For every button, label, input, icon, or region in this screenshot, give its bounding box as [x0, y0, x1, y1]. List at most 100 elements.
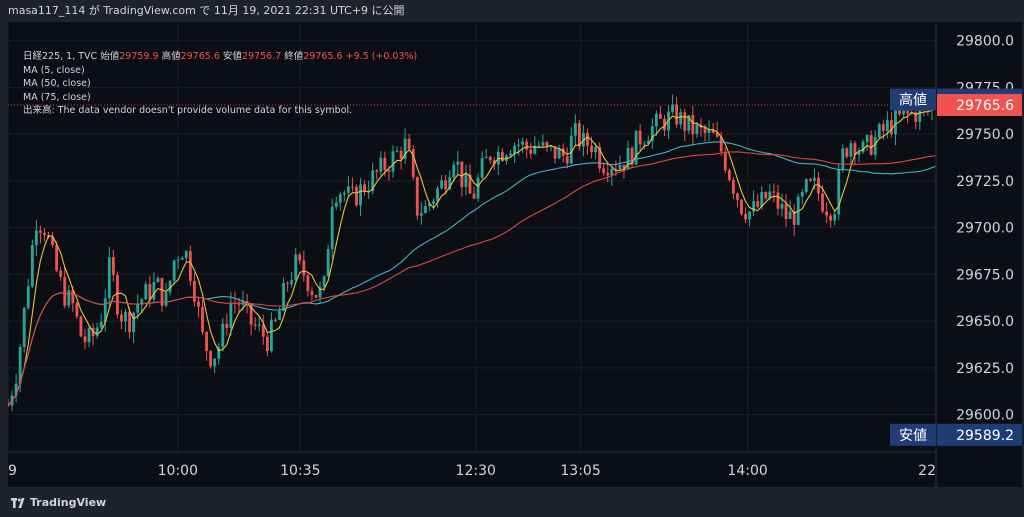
candle-body — [881, 124, 885, 131]
candle-body — [419, 212, 423, 216]
candle-body — [630, 148, 634, 165]
candle-body — [517, 144, 521, 146]
candle-body — [533, 145, 537, 154]
candle-body — [468, 174, 472, 194]
candle-body — [565, 156, 569, 164]
time-tick-label: 14:00 — [727, 463, 767, 479]
candle-body — [898, 110, 901, 115]
legend-ohlc: 日経225, 1, TVC 始値29759.9 高値29765.6 安値2975… — [23, 50, 417, 64]
candle-body — [545, 142, 549, 147]
candle-body — [51, 236, 54, 245]
candle-body — [764, 191, 768, 199]
candle-body — [719, 136, 723, 152]
candle-body — [456, 161, 460, 165]
candle-body — [338, 194, 342, 203]
candle-body — [176, 259, 180, 261]
candle-body — [448, 177, 452, 190]
candle-body — [541, 142, 545, 146]
candle-body — [188, 251, 192, 281]
candle-body — [63, 276, 67, 306]
candle-body — [675, 104, 679, 125]
candle-body — [821, 193, 824, 212]
candle-body — [326, 249, 330, 277]
candle-body — [302, 260, 306, 276]
legend-low-value: 29756.7 — [241, 51, 282, 62]
candle-body — [638, 130, 642, 145]
candle-body — [642, 143, 646, 145]
candle-body — [225, 323, 229, 329]
candle-body — [833, 214, 837, 221]
time-tick-label: 10:35 — [280, 463, 320, 479]
low-price-badge-label: 安値 — [899, 428, 927, 444]
candle-body — [650, 126, 654, 142]
candle-body — [768, 191, 772, 199]
candle-body — [902, 110, 905, 115]
candle-body — [804, 179, 808, 192]
legend-ma5: MA (5, close) — [23, 64, 85, 76]
candle-body — [659, 113, 662, 119]
candle-body — [744, 213, 747, 220]
candle-body — [436, 188, 439, 202]
candle-body — [18, 347, 22, 384]
time-tick-label: 12:30 — [456, 463, 496, 479]
candle-body — [918, 106, 922, 122]
last-price-badge-value: 29765.6 — [956, 98, 1014, 114]
candle-body — [22, 307, 26, 348]
candle-body — [120, 314, 123, 322]
legend-open-label: 始値 — [100, 51, 120, 62]
candle-body — [873, 137, 877, 155]
candle-body — [43, 232, 46, 236]
candle-body — [192, 280, 196, 302]
candle-body — [318, 286, 322, 298]
candle-body — [387, 170, 391, 172]
candle-body — [513, 145, 516, 154]
candle-body — [30, 245, 34, 287]
candle-body — [788, 211, 792, 219]
candle-body — [780, 203, 784, 209]
candle-body — [849, 143, 853, 157]
candle-body — [359, 184, 362, 206]
ma-line-75 — [7, 151, 937, 406]
candle-body — [67, 290, 71, 306]
candle-body — [407, 138, 411, 150]
candle-body — [322, 276, 326, 287]
time-tick-label: 13:05 — [560, 463, 600, 479]
candle-body — [197, 301, 200, 307]
candle-body — [480, 158, 484, 178]
candle-body — [342, 192, 346, 195]
candle-body — [209, 350, 213, 367]
candle-body — [132, 312, 136, 333]
candle-body — [610, 168, 614, 176]
candle-body — [205, 331, 208, 351]
candle-body — [71, 290, 75, 304]
candle-body — [371, 170, 375, 192]
candle-body — [752, 201, 756, 212]
candle-body — [253, 324, 257, 326]
candle-body — [95, 327, 99, 337]
candle-body — [379, 157, 383, 172]
candle-body — [298, 254, 302, 261]
price-tick-label: 29700.0 — [956, 221, 1014, 237]
candle-body — [723, 151, 727, 171]
candle-body — [679, 112, 683, 125]
candle-body — [269, 319, 273, 352]
time-tick-label: 22 — [918, 463, 936, 479]
candle-body — [140, 299, 144, 305]
candle-body — [586, 132, 589, 146]
candle-body — [282, 283, 285, 311]
candle-body — [460, 161, 464, 188]
candle-body — [103, 298, 107, 322]
candle-body — [890, 120, 893, 135]
price-tick-label: 29800.0 — [956, 34, 1014, 50]
candle-body — [521, 141, 525, 145]
candle-body — [671, 104, 675, 112]
low-price-badge-value: 29589.2 — [956, 428, 1014, 444]
candle-body — [213, 358, 217, 367]
candle-body — [561, 148, 565, 157]
candle-body — [172, 260, 176, 281]
candle-body — [87, 327, 91, 343]
candle-body — [286, 283, 290, 285]
candle-body — [6, 405, 10, 407]
candle-body — [865, 135, 869, 142]
